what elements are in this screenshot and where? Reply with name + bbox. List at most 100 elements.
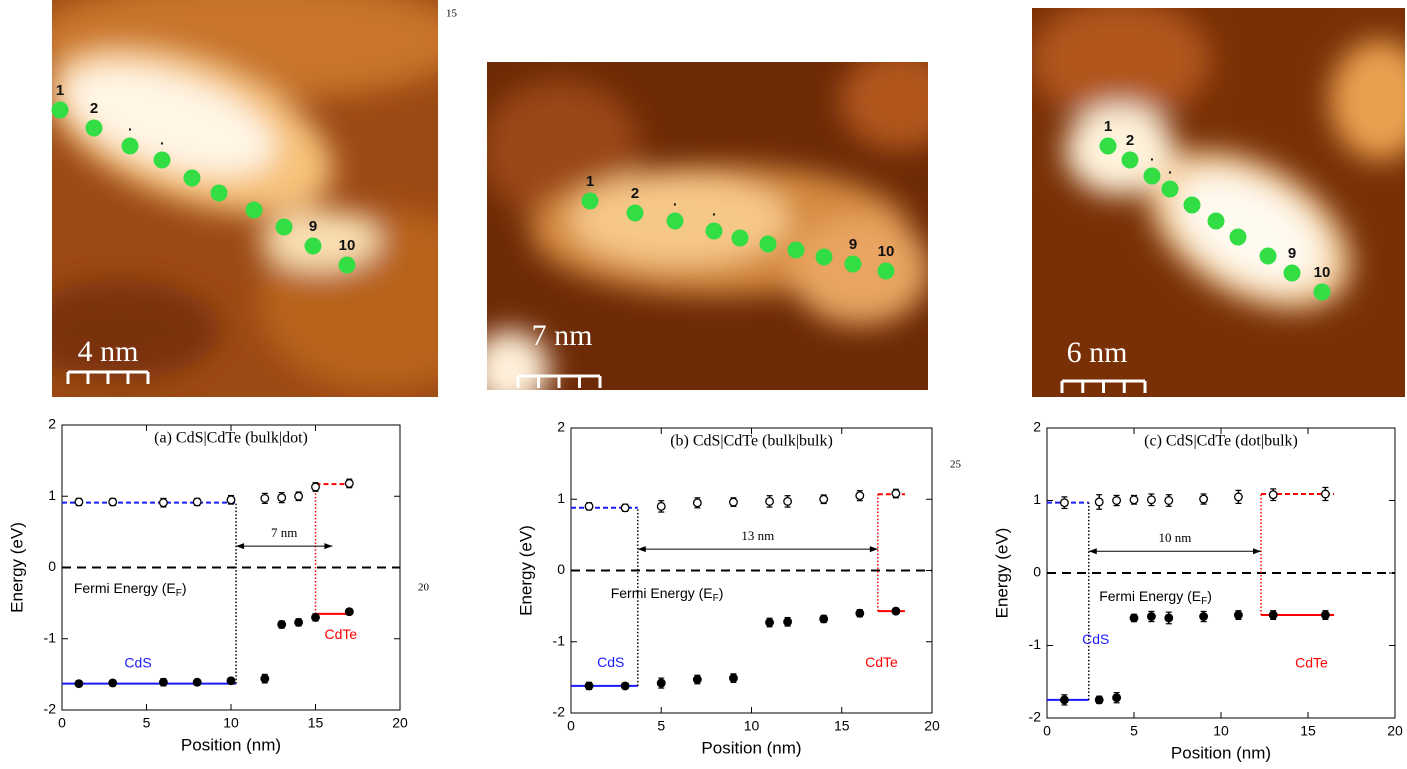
y-tick-label: 0 (557, 561, 565, 577)
data-point (1130, 496, 1138, 504)
data-point (820, 615, 828, 623)
x-tick-label: 5 (143, 715, 151, 731)
data-point (892, 607, 900, 615)
data-point (261, 675, 269, 683)
x-tick-label: 5 (1130, 723, 1138, 739)
data-point (193, 498, 201, 506)
band-label: CdS (1082, 631, 1109, 647)
data-point (1130, 614, 1138, 622)
x-tick-label: 15 (308, 715, 324, 731)
x-axis-label: Position (nm) (181, 735, 281, 754)
x-tick-label: 15 (1300, 723, 1316, 739)
data-point (694, 499, 702, 507)
data-point (75, 498, 83, 506)
data-point (784, 498, 792, 506)
data-point (585, 682, 593, 690)
chart-title: (a) CdS|CdTe (bulk|dot) (154, 430, 308, 447)
data-point (346, 480, 354, 488)
fermi-label: Fermi Energy (EF) (1099, 588, 1212, 607)
data-point (585, 503, 593, 511)
point-label: . (160, 132, 164, 148)
data-point (75, 680, 83, 688)
point-label: 10 (339, 237, 356, 254)
scan-point (1314, 284, 1331, 301)
scan-point (706, 223, 723, 240)
y-tick-label: -1 (553, 632, 566, 648)
scan-point (582, 193, 599, 210)
y-axis-label: Energy (eV) (516, 525, 535, 616)
data-point (1061, 696, 1069, 704)
data-point (1269, 491, 1277, 499)
scan-point (211, 185, 228, 202)
data-point (1200, 613, 1208, 621)
scan-point (816, 249, 833, 266)
gap-label: 13 nm (741, 528, 774, 543)
data-point (730, 498, 738, 506)
scan-point (276, 219, 293, 236)
data-point (193, 678, 201, 686)
scan-point (122, 138, 139, 155)
x-tick-label: 0 (58, 715, 66, 731)
band-label: CdTe (865, 654, 898, 670)
data-point (1113, 497, 1121, 505)
scan-point (154, 152, 171, 169)
data-point (295, 619, 303, 627)
scan-point (246, 202, 263, 219)
x-tick-label: 20 (392, 715, 408, 731)
data-point (856, 492, 864, 500)
chart-title: (c) CdS|CdTe (dot|bulk) (1144, 433, 1298, 450)
data-point (278, 494, 286, 502)
data-point (1148, 613, 1156, 621)
fermi-label-part: Fermi Energy (E (1099, 588, 1201, 604)
scan-point (878, 263, 895, 280)
point-label: 10 (1314, 264, 1331, 281)
data-point (892, 490, 900, 498)
scan-point (1144, 168, 1161, 185)
data-point (1095, 696, 1103, 704)
point-label: . (1150, 148, 1154, 164)
scan-point (667, 213, 684, 230)
y-tick-label: 0 (1033, 564, 1041, 580)
point-label: 2 (90, 100, 98, 117)
y-tick-label: -1 (44, 629, 57, 645)
data-point (856, 609, 864, 617)
scan-point (760, 236, 777, 253)
data-point (312, 483, 320, 491)
y-tick-label: -2 (1029, 709, 1042, 725)
fermi-label-part: Fermi Energy (E (74, 580, 176, 596)
point-label: . (1168, 161, 1172, 177)
margin-number: 20 (418, 582, 430, 594)
y-tick-label: 2 (1033, 419, 1041, 435)
scan-point (339, 257, 356, 274)
data-point (820, 495, 828, 503)
data-point (295, 492, 303, 500)
gap-label: 10 nm (1158, 530, 1191, 545)
scan-point (1100, 138, 1117, 155)
scan-point (1122, 152, 1139, 169)
point-label: 2 (631, 185, 639, 202)
fermi-label: Fermi Energy (EF) (74, 580, 187, 599)
band-label: CdTe (325, 626, 358, 642)
data-point (1113, 694, 1121, 702)
scan-point (1284, 265, 1301, 282)
data-point (1095, 498, 1103, 506)
point-label: 9 (849, 236, 857, 253)
data-point (227, 677, 235, 685)
data-point (1148, 496, 1156, 504)
x-axis-label: Position (nm) (701, 738, 801, 757)
data-point (1061, 499, 1069, 507)
data-point (784, 618, 792, 626)
data-point (160, 678, 168, 686)
data-point (261, 495, 269, 503)
scan-point (732, 230, 749, 247)
y-tick-label: -1 (1029, 636, 1042, 652)
x-axis-label: Position (nm) (1171, 743, 1271, 762)
data-point (109, 498, 117, 506)
point-label: 2 (1126, 132, 1134, 149)
scale-label: 4 nm (78, 335, 139, 368)
scan-point (305, 238, 322, 255)
data-point (621, 682, 629, 690)
data-point (346, 608, 354, 616)
scan-point (627, 205, 644, 222)
y-tick-label: 2 (557, 419, 565, 435)
